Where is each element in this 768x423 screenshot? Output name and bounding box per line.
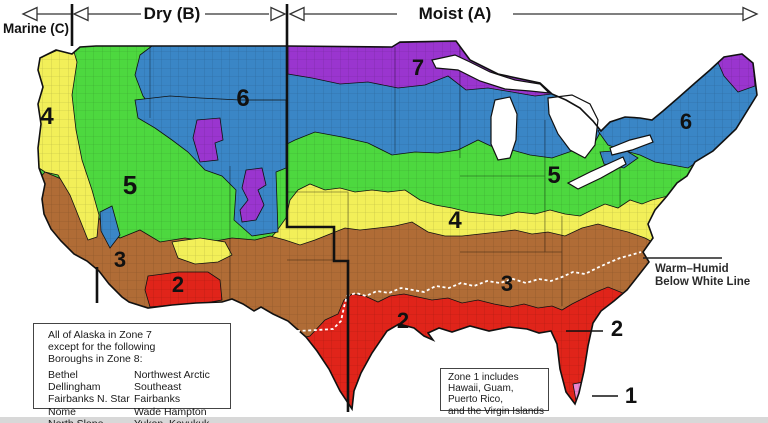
- alaska-note-title: All of Alaska in Zone 7 except for the f…: [48, 329, 156, 366]
- zone-1-callout-label: 1: [624, 383, 638, 408]
- moist-left-arrowhead-icon: [288, 6, 305, 22]
- dry-right-arrowhead-icon: [270, 6, 287, 22]
- zone-2-gulf-label: 2: [396, 308, 410, 333]
- zone-6-west-label: 6: [236, 85, 250, 112]
- marine-divider-line: [70, 4, 99, 303]
- dry-moist-divider-line: [285, 4, 350, 412]
- alaska-boroughs-column-2: Northwest Arctic Southeast Fairbanks Wad…: [134, 369, 210, 423]
- marine-region-label: Marine (C): [3, 21, 70, 36]
- lake-superior: [431, 54, 551, 94]
- zone-6-northeast-label: 6: [679, 109, 693, 134]
- dry-left-arrowhead-icon: [72, 6, 89, 22]
- lake-michigan: [490, 96, 518, 161]
- moist-region-label: Moist (A): [418, 4, 492, 23]
- alaska-note-box: All of Alaska in Zone 7 except for the f…: [33, 323, 231, 423]
- marine-arrowhead-icon: [21, 6, 38, 22]
- zone-3-west-label: 3: [113, 247, 127, 272]
- zone-2-callout-label: 2: [610, 316, 624, 341]
- great-lakes: [431, 54, 654, 190]
- lake-ontario: [609, 134, 654, 156]
- zone-4-central-label: 4: [448, 207, 462, 234]
- zone1-note-text: Zone 1 includes Hawaii, Guam, Puerto Ric…: [448, 372, 544, 417]
- moist-right-arrowhead-icon: [742, 6, 759, 22]
- zone-4-marine-label: 4: [40, 103, 54, 130]
- zone-7-label: 7: [411, 55, 425, 80]
- zone-2-southwest-label: 2: [171, 272, 185, 297]
- lake-erie: [566, 156, 627, 190]
- warm-humid-annotation: Warm–Humid Below White Line: [655, 263, 751, 289]
- zone-5-east-label: 5: [547, 162, 561, 189]
- lake-huron: [547, 94, 599, 159]
- bottom-gray-strip: [0, 417, 768, 423]
- zone1-note-box: Zone 1 includes Hawaii, Guam, Puerto Ric…: [440, 368, 549, 417]
- dry-region-label: Dry (B): [143, 4, 201, 23]
- zone-5-west-label: 5: [122, 170, 138, 200]
- moisture-region-arrows: [21, 6, 759, 22]
- state-border-lines: [149, 42, 621, 306]
- zone-3-southeast-label: 3: [500, 271, 514, 296]
- alaska-boroughs-column-1: Bethel Dellingham Fairbanks N. Star Nome…: [48, 369, 130, 423]
